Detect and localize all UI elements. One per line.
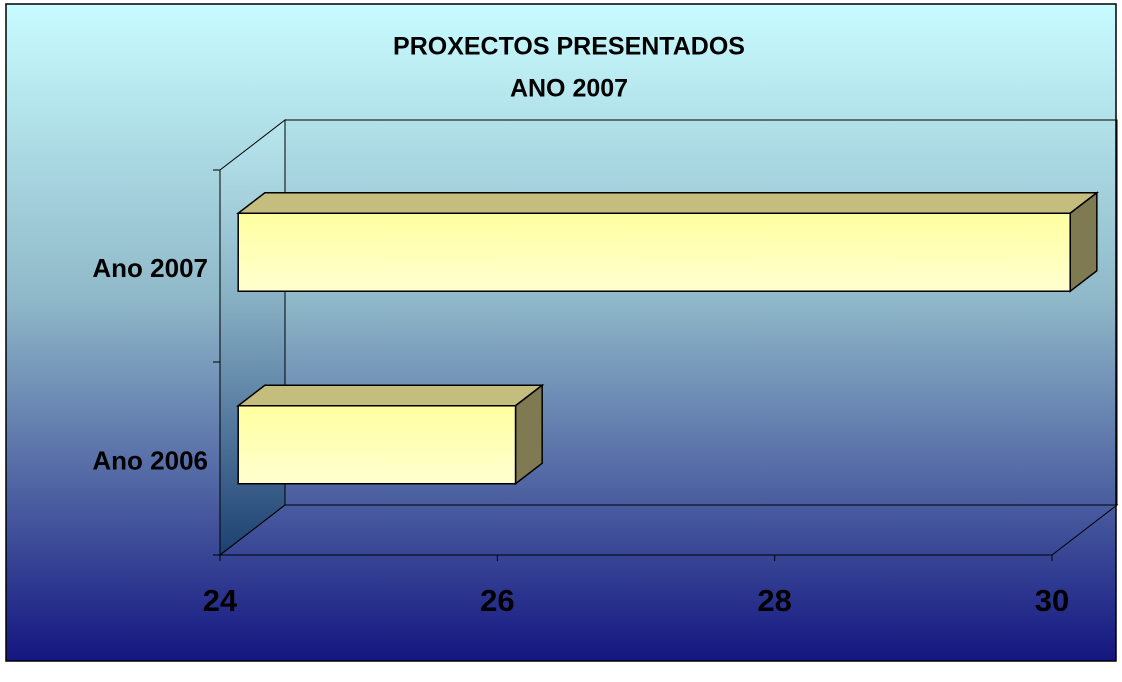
x-tick-label: 30 — [1035, 583, 1069, 618]
x-tick-label: 24 — [203, 583, 238, 618]
bar — [237, 405, 517, 485]
y-tick-label: Ano 2007 — [92, 253, 208, 283]
chart-title: ANO 2007 — [510, 75, 628, 103]
side-wall — [219, 118, 286, 557]
bar-top — [235, 192, 1100, 215]
chart-title: PROXECTOS PRESENTADOS — [393, 33, 745, 61]
bar-top — [235, 384, 545, 407]
x-tick-label: 26 — [480, 583, 514, 618]
chart-background — [5, 3, 1117, 662]
bar — [237, 212, 1071, 292]
x-tick-label: 28 — [757, 583, 791, 618]
y-tick-label: Ano 2006 — [92, 446, 208, 476]
